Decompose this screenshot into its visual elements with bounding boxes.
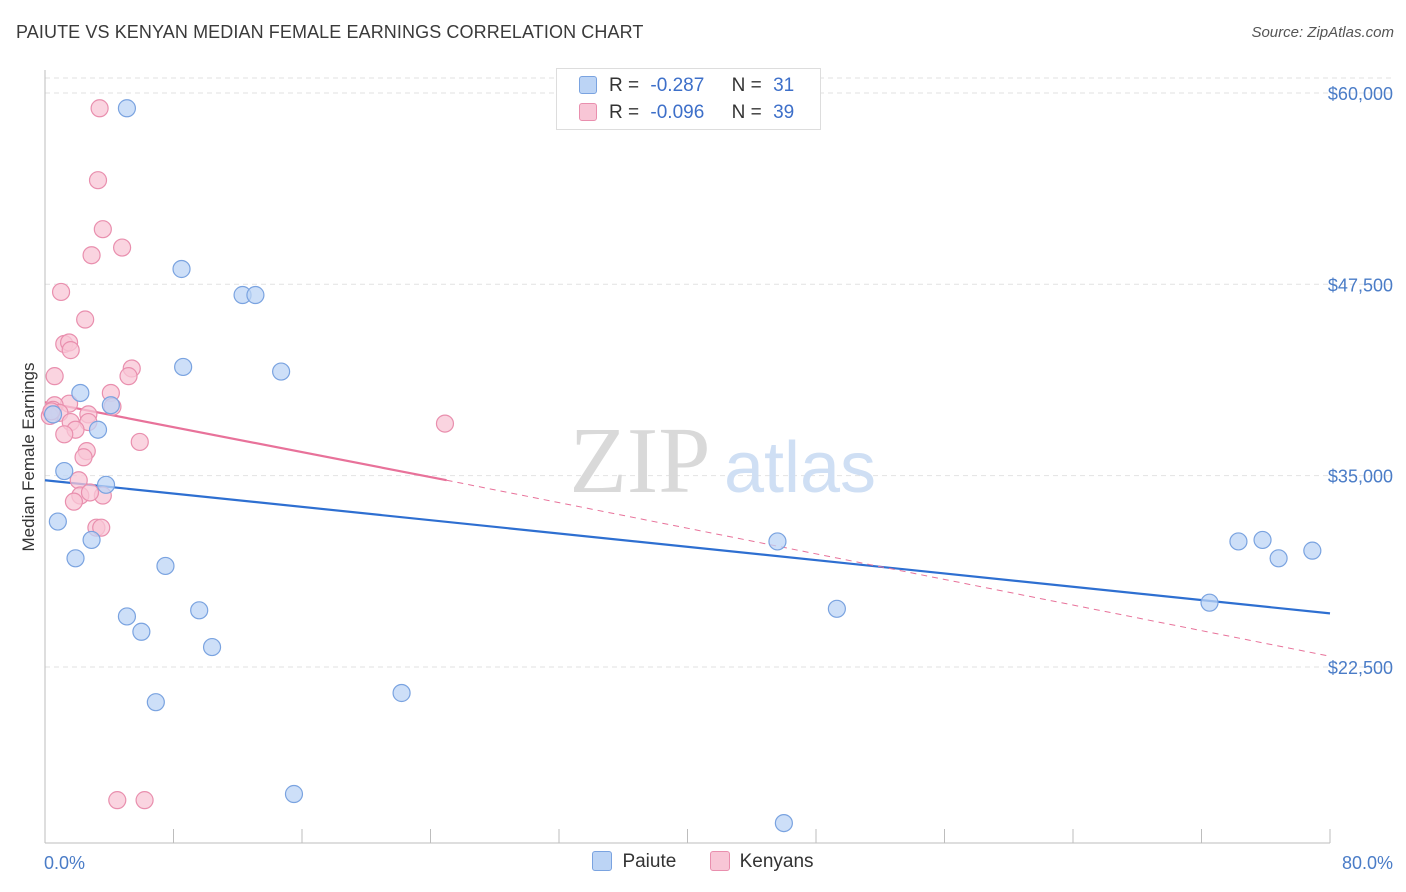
point-paiute bbox=[48, 512, 67, 531]
paiute-swatch bbox=[592, 851, 613, 871]
legend-item-kenyans[interactable]: Kenyans bbox=[709, 851, 814, 873]
data-points bbox=[40, 99, 1322, 833]
point-paiute bbox=[190, 601, 209, 620]
point-kenyans bbox=[90, 99, 109, 118]
legend-n-label: N = bbox=[731, 102, 762, 123]
legend-row-paiute: R = -0.287 N = 31 bbox=[579, 75, 794, 101]
point-paiute bbox=[774, 814, 793, 833]
source-credit: Source: ZipAtlas.com bbox=[1251, 24, 1394, 41]
trend-line-paiute bbox=[44, 479, 1331, 615]
y-tick-label: $60,000 bbox=[1328, 84, 1393, 104]
point-paiute bbox=[272, 362, 291, 381]
point-kenyans bbox=[64, 492, 84, 511]
y-tick-label: $35,000 bbox=[1328, 467, 1393, 487]
point-kenyans bbox=[88, 171, 108, 190]
point-kenyans bbox=[119, 367, 138, 386]
legend-r-label: R = bbox=[609, 102, 640, 123]
legend-n-label: N = bbox=[731, 75, 762, 96]
point-paiute bbox=[55, 461, 74, 481]
chart-title: PAIUTE VS KENYAN MEDIAN FEMALE EARNINGS … bbox=[16, 22, 644, 42]
point-paiute bbox=[146, 693, 165, 712]
axis-labels: $22,500 $35,000 $47,500 $60,000 0.0% 80.0% Med… bbox=[19, 84, 1393, 873]
kenyans-swatch bbox=[709, 851, 730, 871]
legend-label-kenyans: Kenyans bbox=[739, 851, 814, 872]
point-kenyans bbox=[45, 367, 64, 386]
point-paiute bbox=[174, 357, 193, 377]
point-paiute bbox=[82, 530, 101, 550]
point-paiute bbox=[392, 683, 411, 703]
legend-n-value: 39 bbox=[773, 102, 795, 123]
watermark: ZIP atlas bbox=[570, 409, 877, 513]
point-kenyans bbox=[80, 483, 100, 502]
point-kenyans bbox=[108, 791, 127, 810]
point-kenyans bbox=[92, 518, 111, 537]
point-kenyans bbox=[61, 341, 80, 360]
point-kenyans bbox=[135, 791, 154, 810]
point-paiute bbox=[246, 285, 265, 305]
point-paiute bbox=[71, 383, 90, 403]
point-paiute bbox=[202, 637, 222, 657]
legend-label-paiute: Paiute bbox=[622, 851, 677, 872]
grid-lines bbox=[45, 77, 1393, 668]
point-paiute bbox=[1253, 530, 1272, 550]
point-paiute bbox=[284, 784, 304, 804]
legend-r-label: R = bbox=[609, 75, 640, 96]
point-kenyans bbox=[55, 425, 74, 444]
point-kenyans bbox=[74, 448, 93, 467]
point-paiute bbox=[1200, 593, 1219, 612]
watermark-zip: ZIP bbox=[570, 409, 711, 513]
point-kenyans bbox=[82, 246, 101, 265]
point-paiute bbox=[1229, 532, 1248, 551]
point-kenyans bbox=[93, 220, 112, 239]
point-paiute bbox=[88, 420, 108, 439]
paiute-swatch bbox=[579, 76, 597, 94]
legend-item-paiute[interactable]: Paiute bbox=[592, 851, 676, 873]
point-paiute bbox=[172, 259, 191, 279]
point-paiute bbox=[101, 396, 120, 415]
point-kenyans bbox=[435, 414, 455, 433]
point-paiute bbox=[66, 549, 85, 568]
point-kenyans bbox=[112, 238, 132, 257]
watermark-atlas: atlas bbox=[724, 428, 876, 508]
point-paiute bbox=[117, 99, 137, 118]
y-axis-label: Median Female Earnings bbox=[19, 363, 38, 552]
point-paiute bbox=[1303, 541, 1322, 560]
y-tick-label: $47,500 bbox=[1328, 275, 1393, 295]
trend-line-kenyans bbox=[44, 401, 447, 482]
point-paiute bbox=[132, 622, 151, 641]
point-paiute bbox=[43, 405, 63, 424]
point-paiute bbox=[768, 532, 787, 551]
trend-line-kenyans-extension bbox=[446, 479, 1331, 657]
x-tick-label: 0.0% bbox=[44, 853, 85, 873]
legend-r-value: -0.287 bbox=[650, 75, 705, 96]
legend-row-kenyans: R = -0.096 N = 39 bbox=[579, 102, 794, 128]
y-tick-label: $22,500 bbox=[1328, 658, 1393, 678]
correlation-legend: R = -0.287 N = 31 R = -0.096 N = 39 bbox=[556, 68, 821, 130]
point-kenyans bbox=[51, 282, 71, 302]
axes bbox=[44, 70, 1331, 844]
kenyans-swatch bbox=[579, 103, 597, 121]
point-paiute bbox=[827, 599, 846, 618]
point-paiute bbox=[96, 475, 116, 494]
point-paiute bbox=[156, 556, 175, 576]
series-legend: Paiute Kenyans bbox=[0, 851, 1406, 873]
x-tick-label: 80.0% bbox=[1342, 853, 1393, 873]
legend-r-value: -0.096 bbox=[650, 102, 705, 123]
point-kenyans bbox=[130, 432, 149, 452]
point-kenyans bbox=[76, 310, 95, 329]
point-paiute bbox=[117, 607, 137, 626]
point-paiute bbox=[1269, 549, 1288, 568]
legend-n-value: 31 bbox=[773, 75, 795, 96]
